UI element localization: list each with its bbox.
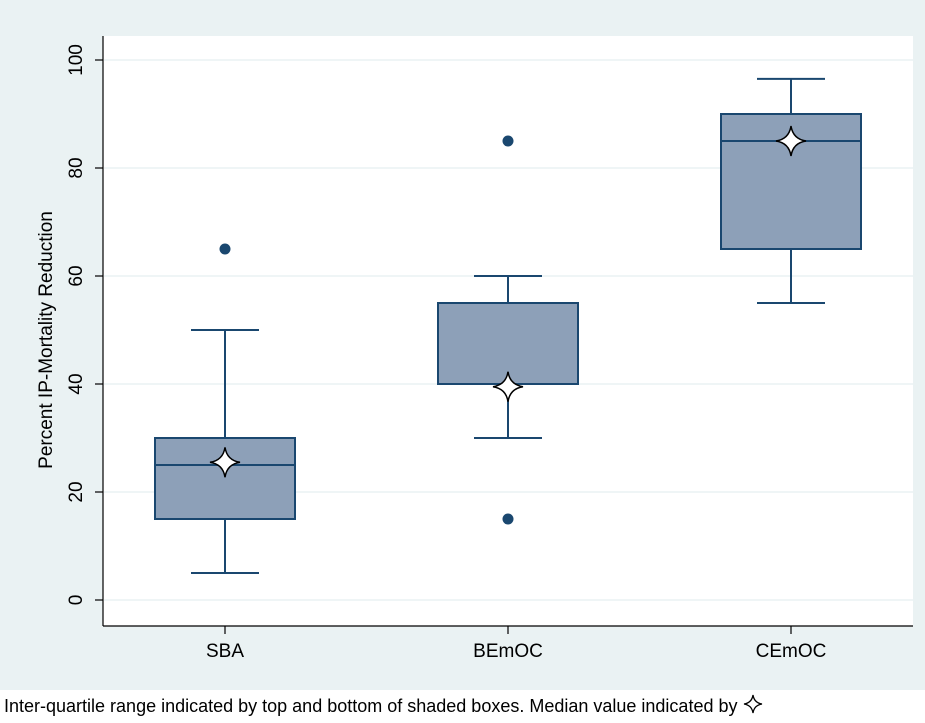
box-SBA <box>154 243 296 574</box>
outlier-point <box>502 513 514 525</box>
box-plot-chart: 0 20 40 60 80 100 SBA BEmOC CEmOC Percent IP-Mor… <box>0 0 925 690</box>
box-CEmOC <box>720 77 862 304</box>
box-BEmOC <box>437 135 579 525</box>
outlier-point <box>219 243 231 255</box>
caption: Inter-quartile range indicated by top an… <box>4 694 925 717</box>
y-tick-label: 20 <box>66 481 87 502</box>
median-star-marker <box>775 125 807 157</box>
x-tick-label: BEmOC <box>473 641 543 662</box>
y-tick-label: 100 <box>66 44 87 76</box>
y-tick-label: 80 <box>66 157 87 178</box>
y-axis-label: Percent IP-Mortality Reduction <box>36 211 57 469</box>
x-tick-label: CEmOC <box>756 641 827 662</box>
axes <box>95 36 913 634</box>
y-tick-label: 60 <box>66 265 87 286</box>
labels: 0 20 40 60 80 100 SBA BEmOC CEmOC <box>66 44 826 662</box>
outlier-point <box>502 135 514 147</box>
y-tick-label: 0 <box>66 595 87 606</box>
iqr-box <box>437 302 579 385</box>
median-star-marker <box>492 371 524 402</box>
caption-text: Inter-quartile range indicated by top an… <box>4 696 738 716</box>
x-tick-label: SBA <box>206 641 244 662</box>
y-tick-label: 40 <box>66 373 87 394</box>
boxes <box>154 77 862 574</box>
median-star-icon <box>744 694 763 714</box>
median-star-marker <box>209 447 241 478</box>
